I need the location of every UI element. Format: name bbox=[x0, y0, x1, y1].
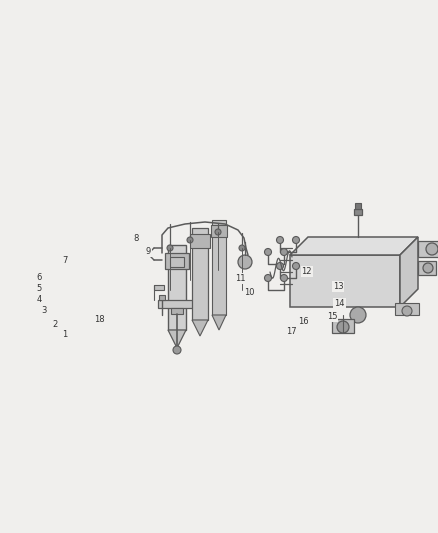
Bar bbox=[418, 261, 436, 275]
Bar bbox=[190, 234, 210, 248]
Text: 6: 6 bbox=[37, 273, 42, 281]
Circle shape bbox=[337, 321, 349, 333]
Circle shape bbox=[239, 245, 245, 251]
Text: 9: 9 bbox=[145, 247, 151, 256]
Circle shape bbox=[276, 262, 283, 270]
Text: 13: 13 bbox=[333, 282, 343, 291]
Bar bbox=[170, 257, 184, 267]
Text: 18: 18 bbox=[95, 316, 105, 324]
Bar bbox=[418, 241, 438, 257]
Circle shape bbox=[293, 262, 300, 270]
Circle shape bbox=[238, 255, 252, 269]
Text: 3: 3 bbox=[41, 306, 46, 314]
Text: 2: 2 bbox=[52, 320, 57, 328]
Text: 14: 14 bbox=[334, 300, 345, 308]
Circle shape bbox=[280, 274, 287, 281]
Polygon shape bbox=[168, 330, 186, 348]
Text: 17: 17 bbox=[286, 327, 297, 336]
Circle shape bbox=[215, 229, 221, 235]
Text: 12: 12 bbox=[301, 268, 312, 276]
Circle shape bbox=[350, 307, 366, 323]
Bar bbox=[171, 308, 183, 314]
Polygon shape bbox=[400, 237, 418, 307]
Text: 10: 10 bbox=[244, 288, 255, 296]
Text: 8: 8 bbox=[133, 235, 138, 243]
Bar bbox=[192, 228, 208, 320]
Circle shape bbox=[167, 245, 173, 251]
Text: 16: 16 bbox=[298, 318, 308, 326]
Circle shape bbox=[276, 237, 283, 244]
Text: 5: 5 bbox=[37, 285, 42, 293]
Circle shape bbox=[293, 237, 300, 244]
Text: 4: 4 bbox=[37, 295, 42, 304]
Circle shape bbox=[187, 237, 193, 243]
Bar bbox=[395, 303, 419, 315]
Circle shape bbox=[423, 263, 433, 273]
Polygon shape bbox=[290, 237, 418, 255]
Bar bbox=[159, 295, 165, 300]
Circle shape bbox=[402, 306, 412, 316]
Text: 7: 7 bbox=[62, 256, 67, 264]
Bar bbox=[211, 225, 227, 237]
Bar bbox=[158, 300, 196, 308]
Bar bbox=[332, 319, 354, 333]
Bar bbox=[168, 245, 186, 330]
Circle shape bbox=[426, 243, 438, 255]
Bar bbox=[165, 253, 189, 269]
Bar bbox=[354, 209, 362, 215]
Text: 15: 15 bbox=[327, 312, 337, 321]
Bar bbox=[290, 255, 400, 307]
Polygon shape bbox=[212, 315, 226, 330]
Circle shape bbox=[173, 346, 181, 354]
Text: 11: 11 bbox=[235, 274, 245, 282]
Bar bbox=[154, 285, 164, 290]
Text: 1: 1 bbox=[62, 330, 67, 339]
Bar bbox=[212, 220, 226, 315]
Circle shape bbox=[265, 248, 272, 255]
Circle shape bbox=[280, 248, 287, 255]
Bar bbox=[355, 203, 361, 209]
Circle shape bbox=[265, 274, 272, 281]
Polygon shape bbox=[192, 320, 208, 336]
